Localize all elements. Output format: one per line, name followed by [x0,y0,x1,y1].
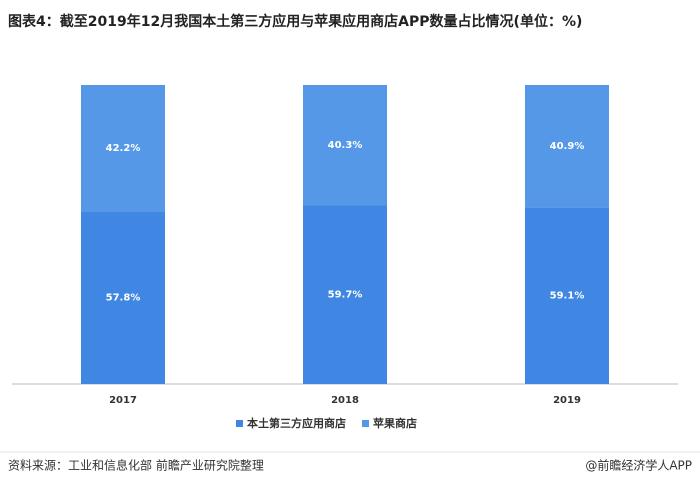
bar-segment [81,85,165,212]
legend-swatch [362,420,369,427]
source-note: 资料来源：工业和信息化部 前瞻产业研究院整理 [8,458,264,473]
x-tick-label: 2017 [109,395,137,406]
value-label: 59.1% [550,291,585,302]
legend-label: 本土第三方应用商店 [247,416,346,430]
value-label: 59.7% [328,290,363,301]
credit: @前瞻经济学人APP [585,458,692,473]
bar-segment [81,211,165,384]
value-label: 42.2% [106,143,141,154]
chart-title: 图表4：截至2019年12月我国本土第三方应用与苹果应用商店APP数量占比情况(… [8,13,582,30]
value-label: 40.9% [550,141,585,152]
bar-segment [525,85,609,208]
bar-segment [303,85,387,206]
bar-segment [303,205,387,384]
x-tick-label: 2019 [553,395,581,406]
value-label: 40.3% [328,140,363,151]
value-label: 57.8% [106,293,141,304]
legend-swatch [236,420,243,427]
bar-segment [525,207,609,384]
x-tick-label: 2018 [331,395,359,406]
legend-label: 苹果商店 [373,416,417,430]
